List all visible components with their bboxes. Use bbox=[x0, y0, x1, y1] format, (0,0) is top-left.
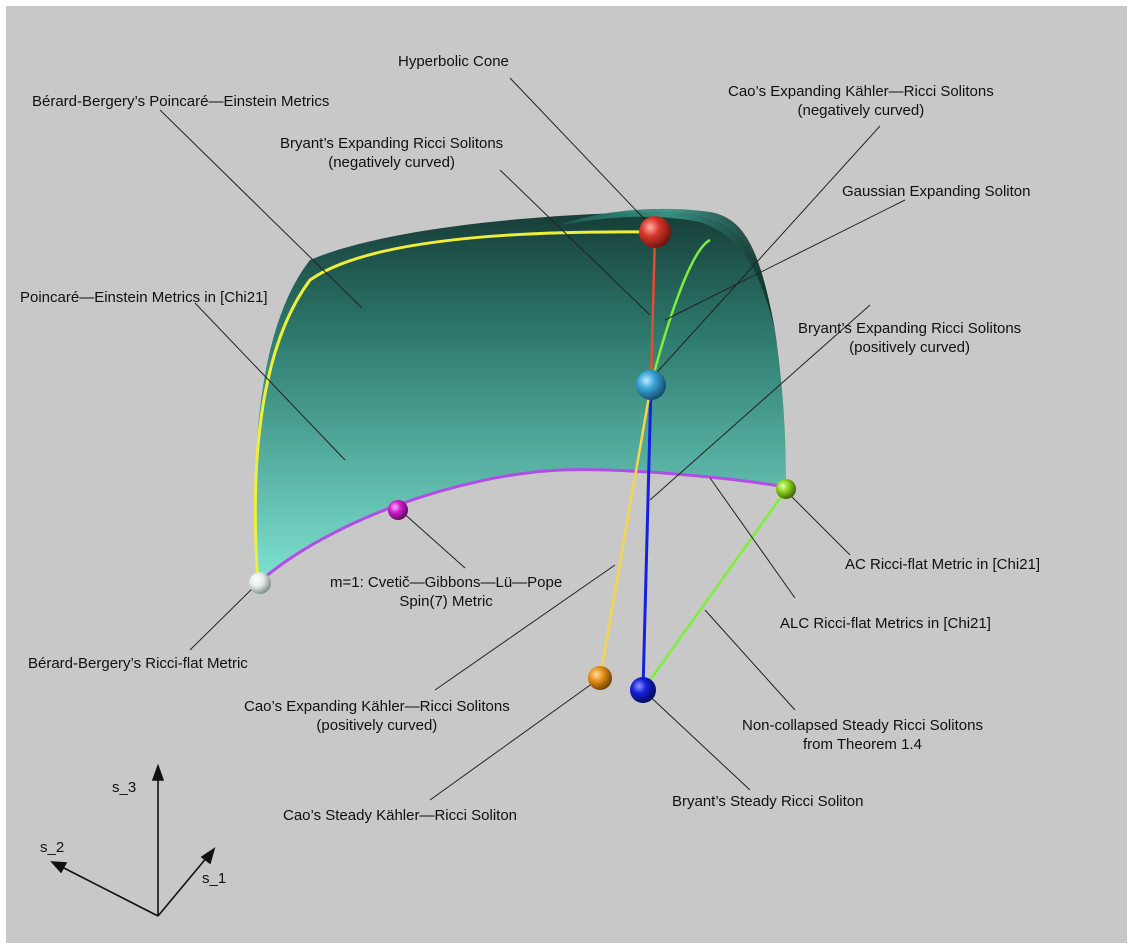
axis-label-s1: s_1 bbox=[202, 870, 227, 887]
label-cao-steady: Cao’s Steady Kähler—Ricci Soliton bbox=[283, 807, 518, 824]
plot-background bbox=[6, 6, 1127, 943]
label-berard-bergery-pe: Bérard-Bergery’s Poincaré—Einstein Metri… bbox=[32, 93, 330, 110]
red-curve bbox=[649, 231, 657, 386]
label-hyperbolic-cone: Hyperbolic Cone bbox=[398, 53, 509, 70]
blue-curve bbox=[641, 384, 653, 691]
axes-triad bbox=[50, 763, 216, 917]
axis-label-s2: s_2 bbox=[40, 839, 65, 856]
cao-steady-sphere bbox=[588, 666, 612, 690]
label-bryant-expanding-neg: Bryant’s Expanding Ricci Solitons (negati… bbox=[280, 135, 504, 171]
label-gaussian-expanding: Gaussian Expanding Soliton bbox=[842, 183, 1031, 200]
label-bryant-steady: Bryant’s Steady Ricci Soliton bbox=[672, 793, 864, 810]
label-ac-ricci-flat: AC Ricci-flat Metric in [Chi21] bbox=[845, 556, 1041, 573]
label-berard-bergery-rf: Bérard-Bergery’s Ricci-flat Metric bbox=[28, 655, 248, 672]
ac-ricci-flat-sphere bbox=[776, 479, 796, 499]
label-cao-expanding-neg: Cao’s Expanding Kähler—Ricci Solitons (ne… bbox=[728, 83, 994, 119]
bryant-steady-sphere bbox=[630, 677, 656, 703]
orange-curve bbox=[598, 384, 653, 679]
green-curve-lower bbox=[641, 489, 788, 691]
label-pe-chi21: Poincaré—Einstein Metrics in [Chi21] bbox=[20, 289, 268, 306]
label-cao-expanding-pos: Cao’s Expanding Kähler—Ricci Solitons (po… bbox=[244, 698, 510, 734]
label-cglp: m=1: Cvetič—Gibbons—Lü—Pope Spin(7) Metri… bbox=[330, 574, 563, 610]
green-curve-upper bbox=[649, 238, 711, 386]
axis-label-s3: s_3 bbox=[112, 779, 137, 796]
leader-lines bbox=[159, 77, 906, 801]
magenta-edge-curve bbox=[257, 468, 787, 585]
label-bryant-expanding-pos: Bryant’s Expanding Ricci Solitons (positi… bbox=[798, 320, 1022, 356]
label-non-collapsed: Non-collapsed Steady Ricci Solitons from … bbox=[742, 717, 983, 753]
hyperbolic-cone-sphere bbox=[639, 216, 671, 248]
yellow-edge-curve bbox=[253, 230, 656, 584]
berard-bergery-rf-sphere bbox=[249, 572, 271, 594]
label-alc-ricci-flat: ALC Ricci-flat Metrics in [Chi21] bbox=[780, 615, 991, 632]
cglp-sphere bbox=[388, 500, 408, 520]
surface-rim bbox=[560, 208, 775, 330]
gaussian-expanding-sphere bbox=[636, 370, 666, 400]
